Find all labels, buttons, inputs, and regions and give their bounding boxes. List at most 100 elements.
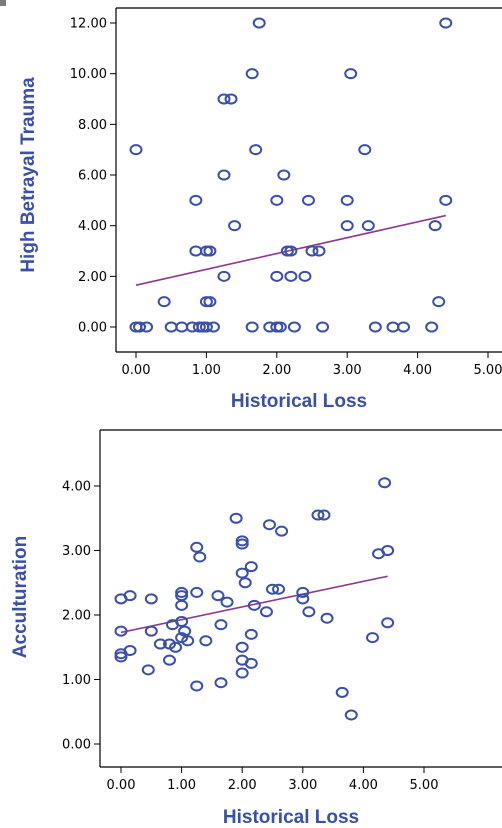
chart1-data-point (189, 245, 203, 257)
chart1-y-tick-label: 12.00 (70, 17, 107, 32)
chart2-y-tick-label: 2.00 (62, 609, 91, 624)
chart1-data-point (206, 321, 220, 333)
chart2-data-point (381, 545, 395, 556)
chart2-data-point (144, 593, 158, 605)
chart2-y-tick-label: 1.00 (62, 673, 91, 688)
chart1-data-point (273, 321, 287, 333)
chart1-x-tick-label: 5.00 (474, 363, 502, 378)
chart2-y-tick-label: 4.00 (62, 480, 91, 495)
chart2-data-point (344, 709, 358, 721)
chart2-data-point (244, 657, 258, 669)
chart1-data-point (203, 245, 217, 257)
chart1-y-tick-label: 4.00 (78, 219, 107, 234)
chart1-data-point (245, 321, 259, 333)
chart2-data-point (175, 599, 189, 611)
chart2-data-point (220, 596, 234, 608)
chart2-data-point (272, 583, 286, 595)
chart1-data-point (439, 17, 453, 29)
chart2-data-point (235, 567, 249, 579)
chart1-data-point (428, 220, 442, 232)
chart2-y-tick-label: 3.00 (62, 544, 91, 559)
chart1-data-point (287, 321, 301, 333)
chart2-data-point (247, 599, 261, 611)
chart1-y-tick-label: 2.00 (78, 270, 107, 285)
chart1-y-tick-label: 10.00 (70, 67, 107, 82)
chart1-data-point (140, 321, 154, 333)
chart2-data-point (193, 551, 207, 563)
chart1-x-axis-title: Historical Loss (231, 391, 367, 412)
chart2-data-point (275, 525, 289, 537)
chart1-data-point (277, 169, 291, 181)
chart2-y-tick-label: 0.00 (62, 738, 91, 753)
chart2-x-tick-label: 2.00 (228, 778, 257, 793)
chart2-data-point (141, 664, 155, 676)
chart2-data-point (235, 535, 249, 547)
chart1-data-point (340, 194, 354, 206)
chart1-data-point (358, 144, 372, 156)
chart1-y-tick-label: 0.00 (78, 321, 107, 336)
chart1-data-point (361, 220, 375, 232)
chart2-data-point (335, 686, 349, 698)
chart2-x-axis-title: Historical Loss (223, 807, 359, 828)
chart2-data-point (320, 612, 334, 624)
chart2-data-point (178, 625, 192, 637)
chart1-fit-line (135, 214, 446, 286)
chart2-data-point (266, 583, 279, 595)
chart2-data-point (123, 644, 137, 656)
chart2-data-point (144, 625, 158, 637)
chart2-data-point (235, 641, 249, 653)
chart1-data-point (129, 144, 143, 156)
chart2-data-point (296, 593, 310, 605)
chart1-data-point (340, 220, 354, 232)
chart2-data-point (175, 586, 189, 598)
chart2-x-tick-label: 3.00 (288, 778, 317, 793)
chart2-data-point (175, 615, 189, 627)
chart1-data-point (199, 321, 213, 333)
chart1-data-point (368, 321, 382, 333)
chart1-data-point (252, 17, 266, 29)
chart1-data-point (175, 321, 189, 333)
chart2-data-point (381, 617, 395, 629)
chart1-data-point (312, 245, 326, 257)
chart2-data-point (114, 625, 128, 637)
chart1-data-point (224, 93, 238, 105)
chart1-data-point (133, 321, 147, 333)
chart1-data-point (316, 321, 330, 333)
chart1-data-point (425, 321, 439, 333)
chart1-y-axis-title: High Betrayal Trauma (18, 77, 39, 273)
chart2-data-point (296, 586, 310, 598)
chart1-data-point (439, 194, 453, 206)
chart2-data-point (235, 538, 249, 550)
chart1-data-point (203, 296, 217, 308)
chart2-x-tick-label: 1.00 (167, 778, 196, 793)
chart2-data-point (190, 541, 204, 553)
chart1-data-point (284, 245, 298, 257)
chart1-data-point (157, 296, 171, 308)
chart2-y-axis-title: Acculturation (10, 536, 31, 658)
chart2-data-point (199, 635, 213, 647)
chart2-fit-line (120, 575, 388, 634)
chart1-data-point (432, 296, 446, 308)
chart2-data-point (214, 619, 228, 631)
chart1-x-tick-label: 1.00 (192, 363, 221, 378)
chart1-data-point (386, 321, 400, 333)
chart2-data-point (262, 519, 276, 531)
chart1-y-tick-label: 6.00 (78, 169, 107, 184)
chart2-data-point (302, 606, 316, 618)
chart1-y-tick-label: 8.00 (78, 118, 107, 133)
chart1-data-point (164, 321, 178, 333)
chart2-x-tick-label: 5.00 (410, 778, 439, 793)
chart2-data-point (244, 561, 258, 573)
chart1-data-point (298, 270, 312, 282)
chart2-data-point (190, 680, 204, 692)
chart2-data-point (235, 667, 249, 679)
chart2-data-point (259, 606, 273, 618)
chart2-data-point (317, 509, 331, 521)
chart1-data-point (245, 68, 259, 80)
chart1-data-point (228, 220, 242, 232)
chart2-data-point (114, 651, 128, 663)
chart2-x-tick-label: 4.00 (349, 778, 378, 793)
chart1-data-point (284, 270, 298, 282)
chart1-x-tick-label: 3.00 (333, 363, 362, 378)
